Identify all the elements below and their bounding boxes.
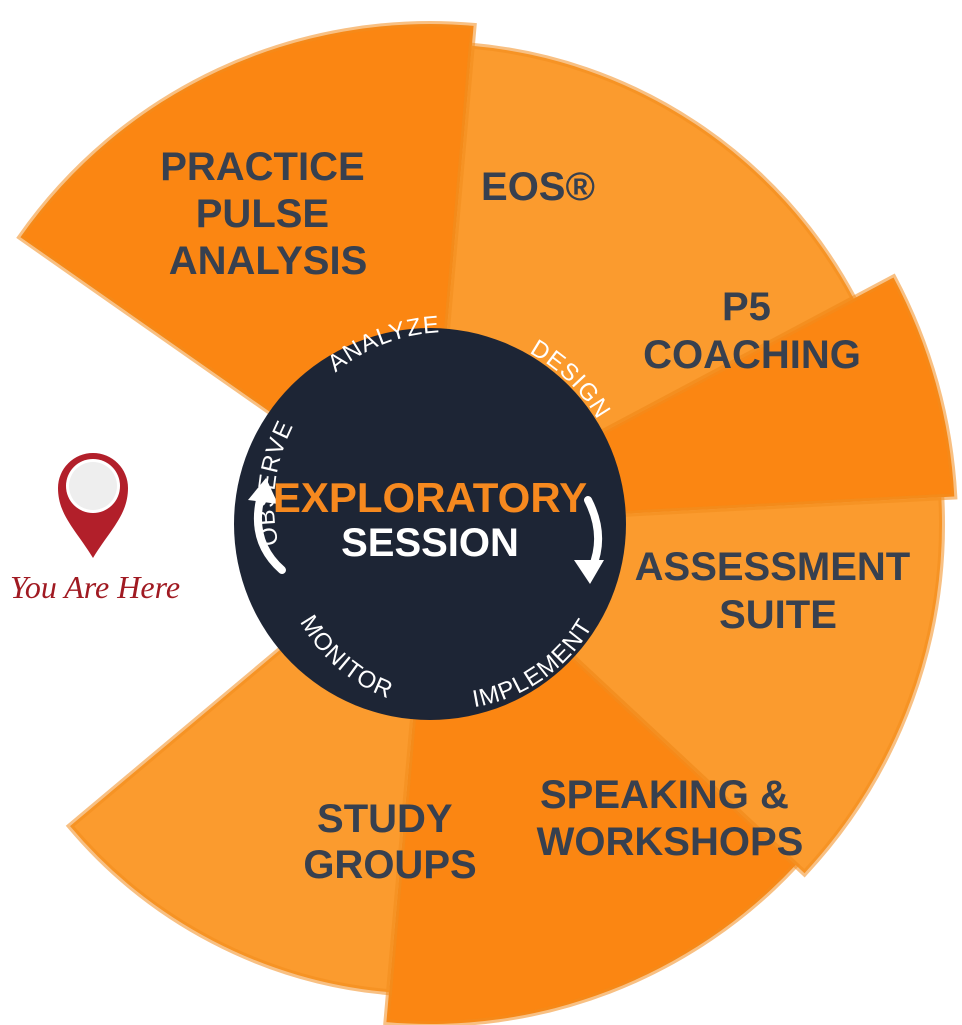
segment-label-assessment-suite: ASSESSMENT SUITE [635,545,922,637]
map-pin-icon [58,453,128,558]
you-are-here-label: You Are Here [10,569,180,605]
center-subtitle: SESSION [341,521,519,565]
segment-label-eos: EOS® [481,165,595,209]
segment-label-speaking-workshops: SPEAKING & WORKSHOPS [537,773,804,864]
center-title: EXPLORATORY [273,474,587,521]
segment-label-p5-coaching: P5 COACHING [643,285,861,377]
segment-label-practice-pulse-analysis: PRACTICE PULSE ANALYSIS [160,145,376,283]
segment-labels: PRACTICE PULSE ANALYSIS EOS® P5 COACHING… [160,145,922,887]
center-circle [234,328,626,720]
cycle-arrow-right-icon [574,496,604,584]
cycle-arrow-left-icon [248,478,286,574]
segment-label-study-groups: STUDY GROUPS [303,797,476,887]
